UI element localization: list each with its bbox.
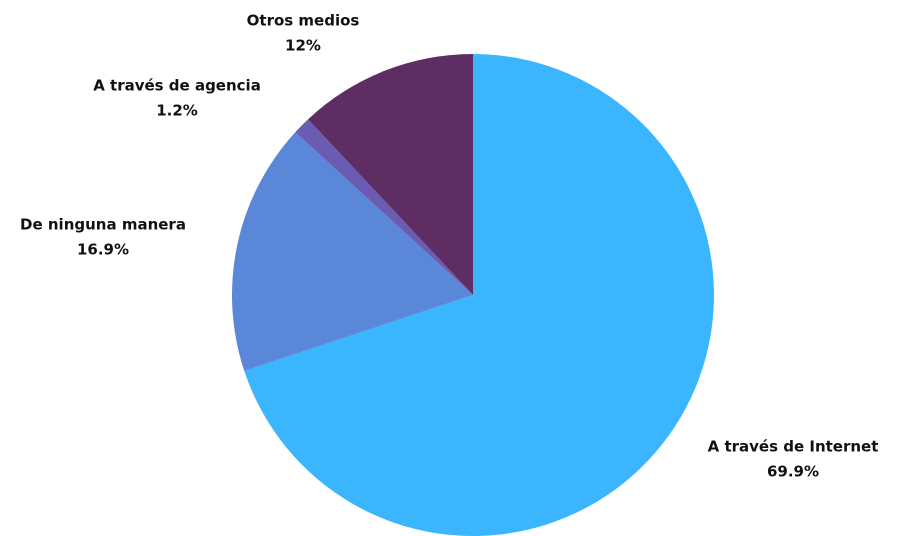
slice-label: A través de Internet: [708, 438, 879, 456]
pie-slice: [308, 54, 473, 295]
pie-slice: [295, 119, 473, 295]
slice-value-label: 16.9%: [77, 241, 129, 259]
slice-value-label: 12%: [285, 37, 321, 55]
slice-value-label: 69.9%: [767, 463, 819, 481]
slice-label: De ninguna manera: [20, 216, 186, 234]
slice-label: A través de agencia: [93, 77, 261, 95]
slice-label: Otros medios: [247, 12, 360, 30]
pie-slice: [232, 132, 473, 371]
pie-slice: [244, 54, 714, 536]
slice-value-label: 1.2%: [156, 102, 198, 120]
